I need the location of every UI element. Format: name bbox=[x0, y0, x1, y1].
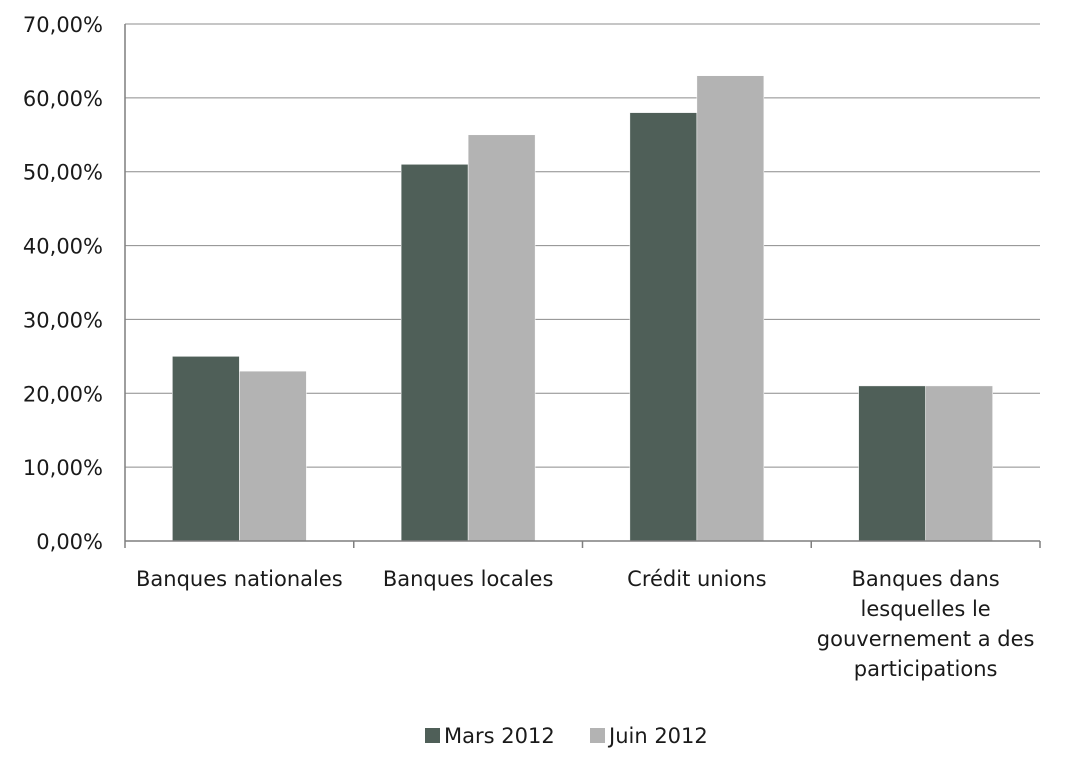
bar-juin-2012 bbox=[925, 385, 993, 542]
x-tick-label-line: Crédit unions bbox=[627, 567, 766, 591]
legend: Mars 2012 Juin 2012 bbox=[425, 724, 708, 748]
x-tick-label-line: participations bbox=[854, 657, 998, 681]
bar-mars-2012 bbox=[629, 112, 698, 542]
bars bbox=[172, 75, 993, 542]
bar-juin-2012 bbox=[696, 75, 765, 542]
x-tick-label: Banques dans lesquelles le gouvernement a … bbox=[817, 567, 1035, 681]
y-tick-labels: 0,00% 10,00% 20,00% 30,00% 40,00% 50,00% 60,00… bbox=[23, 13, 103, 554]
y-tick-label: 60,00% bbox=[23, 87, 103, 111]
x-tick-label: Crédit unions bbox=[627, 567, 766, 591]
legend-swatch bbox=[425, 728, 440, 743]
y-tick-label: 20,00% bbox=[23, 382, 103, 406]
bar-juin-2012 bbox=[239, 370, 307, 542]
bar-juin-2012 bbox=[467, 134, 536, 542]
y-tick-label: 10,00% bbox=[23, 456, 103, 480]
x-tick-label-line: Banques nationales bbox=[136, 567, 343, 591]
x-tick-label: Banques nationales bbox=[136, 567, 343, 591]
bar-mars-2012 bbox=[858, 385, 926, 542]
bar-mars-2012 bbox=[400, 164, 469, 542]
legend-swatch bbox=[590, 728, 605, 743]
y-tick-label: 0,00% bbox=[36, 530, 103, 554]
x-tick-label: Banques locales bbox=[383, 567, 554, 591]
bar-mars-2012 bbox=[172, 356, 240, 542]
y-tick-label: 50,00% bbox=[23, 161, 103, 185]
x-tick-label-line: Banques dans bbox=[852, 567, 1000, 591]
legend-label: Juin 2012 bbox=[607, 724, 708, 748]
y-tick-label: 30,00% bbox=[23, 308, 103, 332]
y-tick-label: 40,00% bbox=[23, 235, 103, 259]
axes bbox=[124, 24, 1041, 548]
y-tick-label: 70,00% bbox=[23, 13, 103, 37]
x-tick-label-line: Banques locales bbox=[383, 567, 554, 591]
legend-label: Mars 2012 bbox=[444, 724, 555, 748]
x-tick-label-line: gouvernement a des bbox=[817, 627, 1035, 651]
x-tick-labels: Banques nationales Banques locales Crédit … bbox=[136, 567, 1034, 681]
x-tick-label-line: lesquelles le bbox=[861, 597, 991, 621]
